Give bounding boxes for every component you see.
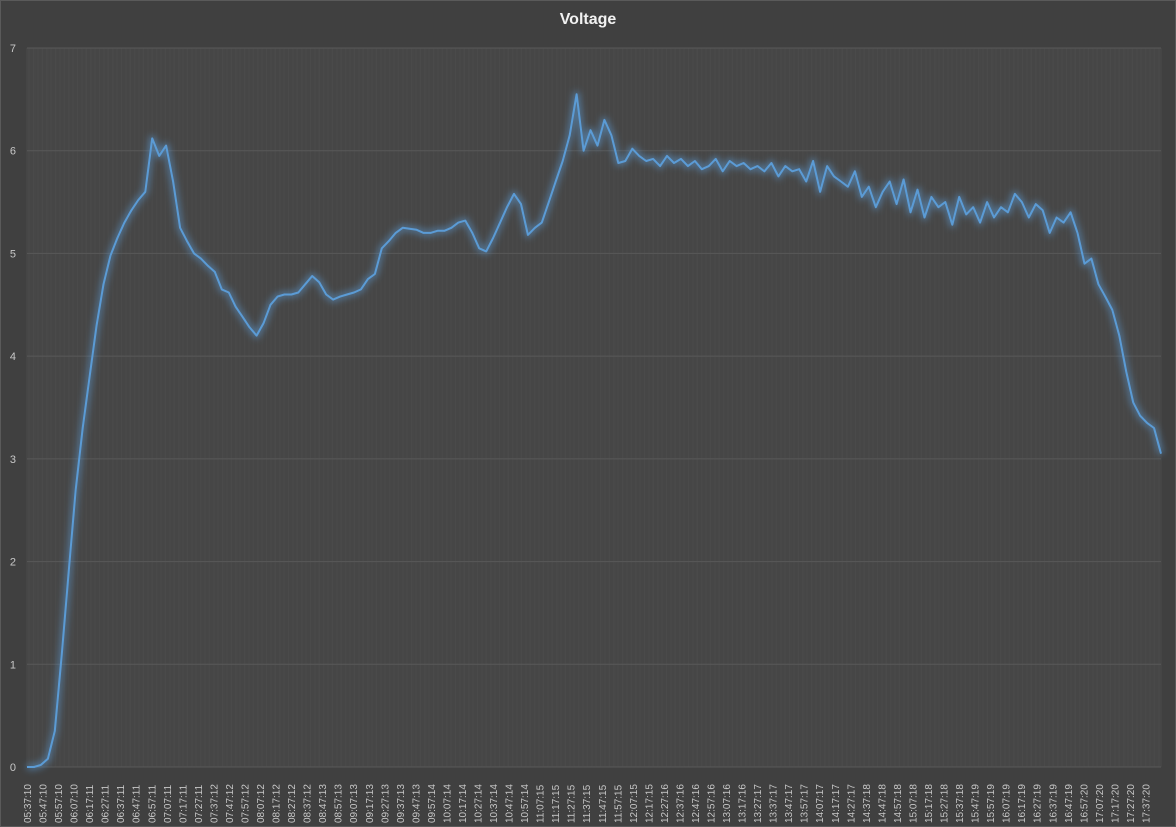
x-tick-label: 11:27:15 — [567, 784, 578, 823]
x-tick-label: 15:07:18 — [908, 784, 919, 823]
x-tick-label: 09:27:13 — [380, 784, 391, 823]
y-tick-label: 3 — [10, 454, 16, 466]
x-tick-label: 13:47:17 — [784, 784, 795, 823]
x-tick-label: 16:37:19 — [1048, 784, 1059, 823]
x-tick-label: 14:27:17 — [846, 784, 857, 823]
x-tick-label: 06:17:11 — [85, 784, 96, 823]
x-tick-label: 14:57:18 — [893, 784, 904, 823]
x-tick-label: 09:47:13 — [411, 784, 422, 823]
x-tick-label: 10:37:14 — [489, 784, 500, 823]
x-tick-label: 15:27:18 — [940, 784, 951, 823]
x-tick-label: 06:57:11 — [147, 784, 158, 823]
x-tick-label: 10:07:14 — [442, 784, 453, 823]
x-tick-label: 11:57:15 — [613, 784, 624, 823]
x-tick-label: 16:17:19 — [1017, 784, 1028, 823]
x-tick-label: 07:37:12 — [209, 784, 220, 823]
x-tick-label: 10:27:14 — [473, 784, 484, 823]
x-tick-label: 16:57:20 — [1079, 784, 1090, 823]
x-tick-label: 13:37:17 — [769, 784, 780, 823]
series-group — [27, 91, 1164, 770]
x-tick-label: 11:07:15 — [536, 784, 547, 823]
series-line — [27, 93, 1162, 768]
x-tick-label: 11:17:15 — [551, 784, 562, 823]
y-tick-label: 7 — [10, 43, 16, 55]
x-tick-label: 06:47:11 — [132, 784, 143, 823]
x-tick-label: 14:37:18 — [862, 784, 873, 823]
x-tick-label: 08:47:13 — [318, 784, 329, 823]
x-tick-label: 09:37:13 — [396, 784, 407, 823]
x-axis-ticks: 05:37:10 05:47:10 05:57:10 06:07:10 06:17:11… — [23, 784, 1152, 823]
x-tick-label: 13:07:16 — [722, 784, 733, 823]
x-tick-label: 15:47:19 — [971, 784, 982, 823]
x-tick-label: 13:27:17 — [753, 784, 764, 823]
x-tick-label: 08:27:12 — [287, 784, 298, 823]
x-tick-label: 14:17:17 — [831, 784, 842, 823]
x-tick-label: 07:27:11 — [194, 784, 205, 823]
y-tick-label: 4 — [10, 351, 16, 363]
x-tick-label: 06:07:10 — [70, 784, 81, 823]
x-tick-label: 05:57:10 — [54, 784, 65, 823]
major-gridlines — [27, 47, 1161, 768]
x-tick-label: 12:37:16 — [675, 784, 686, 823]
x-tick-label: 13:17:16 — [738, 784, 749, 823]
x-tick-label: 07:07:11 — [163, 784, 174, 823]
x-tick-label: 17:37:20 — [1141, 784, 1152, 823]
x-tick-label: 13:57:17 — [800, 784, 811, 823]
x-tick-label: 12:27:16 — [660, 784, 671, 823]
x-tick-label: 11:47:15 — [598, 784, 609, 823]
y-tick-label: 0 — [10, 762, 16, 774]
x-tick-label: 09:57:14 — [427, 784, 438, 823]
x-tick-label: 12:17:15 — [644, 784, 655, 823]
x-tick-label: 09:17:13 — [365, 784, 376, 823]
x-tick-label: 12:47:16 — [691, 784, 702, 823]
x-tick-label: 11:37:15 — [582, 784, 593, 823]
y-axis-ticks: 0 1 2 3 4 5 6 7 — [10, 43, 16, 774]
x-tick-label: 16:47:19 — [1064, 784, 1075, 823]
y-tick-label: 1 — [10, 659, 16, 671]
x-tick-label: 07:57:12 — [240, 784, 251, 823]
x-tick-label: 12:07:15 — [629, 784, 640, 823]
x-tick-label: 14:47:18 — [877, 784, 888, 823]
y-tick-label: 5 — [10, 248, 16, 260]
y-tick-label: 2 — [10, 557, 16, 569]
x-tick-label: 10:47:14 — [505, 784, 516, 823]
x-tick-label: 10:17:14 — [458, 784, 469, 823]
x-tick-label: 12:57:16 — [707, 784, 718, 823]
x-tick-label: 16:27:19 — [1033, 784, 1044, 823]
x-tick-label: 07:47:12 — [225, 784, 236, 823]
x-tick-label: 08:57:13 — [334, 784, 345, 823]
x-tick-label: 14:07:17 — [815, 784, 826, 823]
x-tick-label: 06:27:11 — [101, 784, 112, 823]
x-tick-label: 10:57:14 — [520, 784, 531, 823]
x-tick-label: 16:07:19 — [1002, 784, 1013, 823]
minor-gridlines — [26, 48, 1162, 767]
x-tick-label: 09:07:13 — [349, 784, 360, 823]
y-tick-label: 6 — [10, 146, 16, 158]
x-tick-label: 05:37:10 — [23, 784, 34, 823]
chart-title: Voltage — [559, 11, 617, 28]
x-tick-label: 06:37:11 — [116, 784, 127, 823]
x-tick-label: 17:17:20 — [1110, 784, 1121, 823]
x-tick-label: 15:37:18 — [955, 784, 966, 823]
x-tick-label: 15:17:18 — [924, 784, 935, 823]
x-tick-label: 08:37:12 — [303, 784, 314, 823]
x-tick-label: 08:17:12 — [272, 784, 283, 823]
x-tick-label: 08:07:12 — [256, 784, 267, 823]
x-tick-label: 07:17:11 — [178, 784, 189, 823]
x-tick-label: 17:07:20 — [1095, 784, 1106, 823]
x-tick-label: 15:57:19 — [986, 784, 997, 823]
x-tick-label: 17:27:20 — [1126, 784, 1137, 823]
x-tick-label: 05:47:10 — [39, 784, 50, 823]
